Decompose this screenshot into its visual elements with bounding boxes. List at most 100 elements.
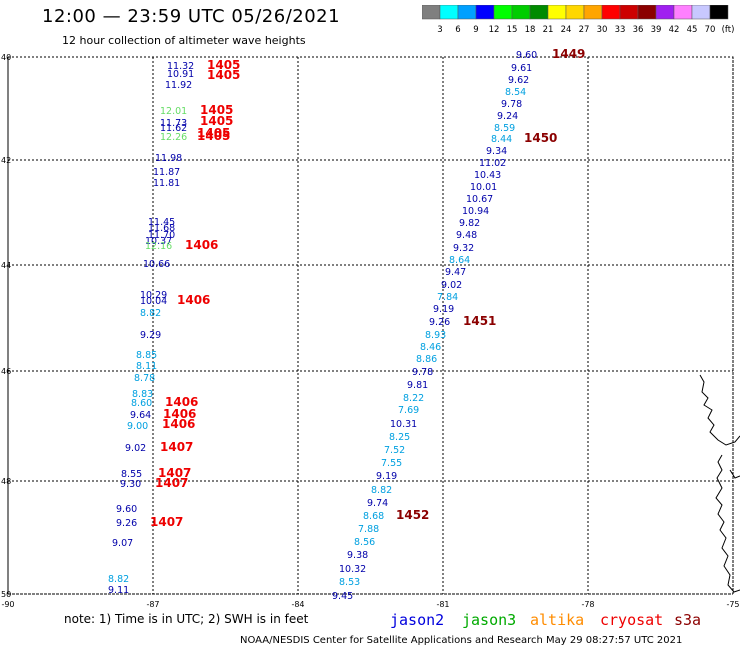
wave-height-value: 10.94 (462, 206, 489, 217)
wave-height-value: 9.30 (120, 479, 141, 490)
wave-height-value: 7.55 (381, 458, 402, 469)
wave-height-value: 9.48 (456, 230, 477, 241)
wave-height-value: 11.98 (155, 153, 182, 164)
legend-altika: altika (530, 611, 585, 629)
wave-height-value: 8.82 (140, 308, 161, 319)
colorbar-label: 21 (543, 25, 554, 35)
wave-height-value: 10.32 (339, 564, 366, 575)
latitude-label: 46 (1, 367, 11, 376)
wave-height-value: 9.02 (125, 443, 146, 454)
legend-cryosat: cryosat (600, 611, 664, 629)
wave-height-value: 8.60 (131, 398, 152, 409)
wave-height-value: 9.82 (459, 218, 480, 229)
latitude-label: 40 (1, 53, 11, 62)
wave-height-value: 7.69 (398, 405, 419, 416)
wave-height-value: 9.34 (486, 146, 507, 157)
wave-height-value: 11.70 (148, 230, 175, 241)
colorbar-label: 30 (597, 25, 608, 35)
wave-height-value: 8.78 (134, 373, 155, 384)
wave-height-value: 9.00 (127, 421, 148, 432)
wave-height-value: 7.84 (437, 292, 458, 303)
wave-height-value: 9.62 (508, 75, 529, 86)
colorbar-label: 36 (633, 25, 644, 35)
wave-height-value: 9.32 (453, 243, 474, 254)
colorbar-label: 6 (455, 25, 460, 35)
coastline (699, 374, 740, 593)
wave-height-value: 9.47 (445, 267, 466, 278)
colorbar-label: 12 (489, 25, 500, 35)
pass-time-label: 1407 (155, 476, 188, 490)
pass-time-label: 1405 (200, 114, 233, 128)
colorbar-label: 3 (437, 25, 442, 35)
footer-note: note: 1) Time is in UTC; 2) SWH is in fe… (64, 612, 309, 626)
latitude-label: 44 (1, 261, 11, 270)
wave-height-value: 12.01 (160, 106, 187, 117)
wave-height-value: 9.02 (441, 280, 462, 291)
wave-height-value: 9.29 (140, 330, 161, 341)
pass-time-label: 1406 (163, 407, 196, 421)
wave-height-value: 11.81 (153, 178, 180, 189)
pass-time-label: 1405 (197, 126, 230, 140)
legend-s3a: s3a (674, 611, 702, 629)
footer-credit: NOAA/NESDIS Center for Satellite Applica… (240, 635, 683, 646)
wave-height-map: 40 42 44 46 48 50-90 -87 -84 -81 -78 -75 9.60 1449 9… (1, 47, 740, 609)
wave-height-value: 9.26 (116, 518, 137, 529)
latitude-label: 42 (1, 156, 11, 165)
colorbar-label: 70 (705, 25, 716, 35)
longitude-label: -81 (436, 600, 449, 609)
wave-height-value: 11.92 (165, 80, 192, 91)
wave-height-value: 9.61 (511, 63, 532, 74)
pass-time-label: 1406 (177, 293, 210, 307)
longitude-label: -75 (726, 600, 739, 609)
wave-height-value: 10.91 (167, 69, 194, 80)
wave-height-value: 8.85 (136, 350, 157, 361)
wave-height-value: 12.16 (145, 241, 172, 252)
wave-height-value: 8.54 (505, 87, 526, 98)
wave-height-value: 9.74 (367, 498, 388, 509)
wave-height-value: 8.64 (449, 255, 470, 266)
wave-height-value: 9.64 (130, 410, 151, 421)
wave-height-value: 9.81 (407, 380, 428, 391)
wave-height-value: 8.56 (354, 537, 375, 548)
pass-time-label: 1405 (207, 68, 240, 82)
pass-time-label: 1407 (158, 466, 191, 480)
pass-time-label: 1406 (162, 417, 195, 431)
colorbar-label: 27 (579, 25, 590, 35)
wave-height-value: 8.59 (494, 123, 515, 134)
wave-height-value: 8.25 (389, 432, 410, 443)
wave-height-value: 9.78 (412, 367, 433, 378)
wave-height-value: 10.37 (145, 236, 172, 247)
wave-height-value: 8.44 (491, 134, 512, 145)
wave-height-value: 11.87 (153, 167, 180, 178)
latitude-label: 50 (1, 590, 11, 599)
wave-height-value: 9.26 (429, 317, 450, 328)
colorbar-label: 42 (669, 25, 680, 35)
longitude-label: -78 (581, 600, 594, 609)
wave-height-value: 11.02 (479, 158, 506, 169)
longitude-label: -90 (1, 600, 14, 609)
wave-height-value: 10.31 (390, 419, 417, 430)
wave-height-value: 11.45 (148, 217, 175, 228)
wave-height-value: 8.22 (403, 393, 424, 404)
longitude-label: -84 (291, 600, 304, 609)
wave-height-value: 12.26 (160, 132, 187, 143)
wave-height-value: 9.24 (497, 111, 518, 122)
wave-height-value: 10.04 (140, 296, 167, 307)
colorbar-swatch (709, 5, 729, 20)
color-scale-legend: 3 6 9 12 15 18 21 24 27 30 33 36 39 42 45 70 (ft) (422, 5, 734, 35)
map-grid: 40 42 44 46 48 50-90 -87 -84 -81 -78 -75 (1, 53, 740, 609)
pass-time-label: 1451 (463, 314, 496, 328)
wave-height-value: 9.38 (347, 550, 368, 561)
wave-height-value: 9.45 (332, 591, 353, 602)
pass-time-label: 1405 (207, 58, 240, 72)
wave-height-value: 10.43 (474, 170, 501, 181)
wave-height-value: 8.82 (108, 574, 129, 585)
legend-jason3: jason3 (462, 611, 517, 629)
wave-height-value: 8.55 (121, 469, 142, 480)
wave-height-value: 7.52 (384, 445, 405, 456)
pass-time-label: 1405 (200, 103, 233, 117)
wave-height-value: 11.68 (148, 223, 175, 234)
colorbar-label: 39 (651, 25, 662, 35)
wave-height-value: 11.73 (160, 118, 187, 129)
